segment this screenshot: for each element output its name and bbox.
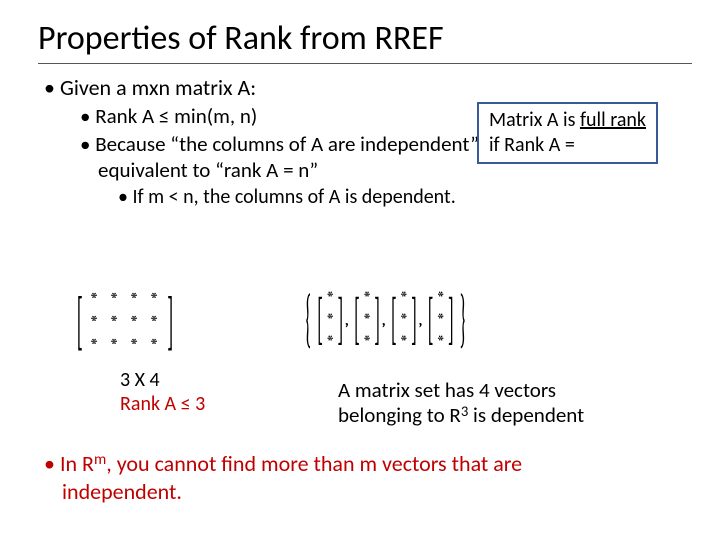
bullet-because-l2: equivalent to “rank A = n” (98, 157, 318, 183)
full-rank-callout: Matrix A is full rank if Rank A = (477, 102, 658, 164)
vector-set: { [***], [***], [***], [***] } (304, 288, 467, 354)
caption-l2-sup: 3 (461, 402, 468, 420)
bottom-conclusion: In Rm, you cannot find more than m vecto… (44, 450, 522, 505)
slide-title: Properties of Rank from RREF (38, 18, 692, 64)
caption-l2a: belonging to R (338, 402, 461, 428)
bullet-because-l1: Because “the columns of A are independen… (80, 131, 497, 157)
matrix-dims: 3 X 4 (120, 368, 160, 392)
bullet-given-matrix: Given a mxn matrix A: (44, 74, 692, 101)
bottom-b: , you cannot find more than m vectors th… (106, 450, 522, 477)
rank-bound: Rank A ≤ 3 (120, 392, 205, 416)
bottom-c: independent. (62, 478, 182, 505)
matrix-a: [ **** **** **** ] (76, 288, 174, 357)
vector-set-caption: A matrix set has 4 vectors belonging to … (338, 378, 584, 428)
caption-l1: A matrix set has 4 vectors (338, 377, 556, 403)
caption-l2b: is dependent (468, 402, 584, 428)
bottom-a: In R (60, 450, 94, 477)
bottom-sup: m (94, 450, 106, 469)
callout-line2: if Rank A = (489, 133, 575, 157)
matrix-label-block: 3 X 4 Rank A ≤ 3 (120, 368, 205, 416)
callout-line1b: full rank (580, 108, 646, 132)
callout-line1a: Matrix A is (489, 108, 580, 132)
bullet-m-lt-n: If m < n, the columns of A is dependent. (118, 185, 692, 209)
